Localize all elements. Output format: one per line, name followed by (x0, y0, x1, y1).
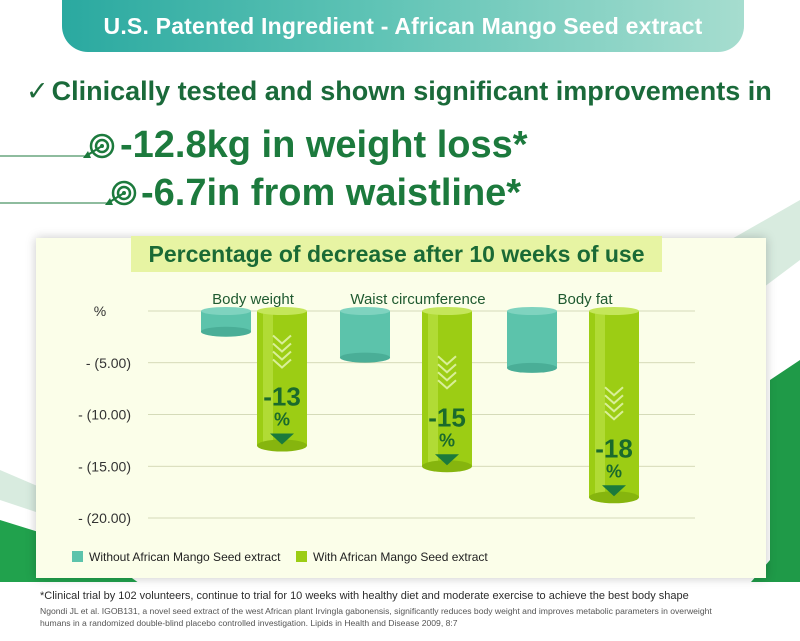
chevron-icon (272, 342, 292, 353)
bar-with-highlight (263, 311, 273, 446)
chart-panel (36, 238, 766, 578)
chevron-icon (272, 334, 292, 345)
chevron-icon (604, 394, 624, 405)
y-tick-label: - (20.00) (78, 510, 131, 526)
bar-without (340, 311, 390, 358)
arrow-down-icon (270, 433, 294, 445)
bar-with-base (257, 439, 307, 452)
chevron-icon (437, 363, 457, 374)
bar-without-top (340, 307, 390, 315)
bg-right-wave (700, 360, 800, 641)
bg-bottom-band (0, 582, 800, 641)
claim-weight-loss: -12.8kg in weight loss* (120, 124, 528, 166)
arrow-down-icon (435, 454, 459, 466)
target-icon (105, 180, 137, 206)
bar-without (201, 311, 251, 332)
data-label: -18 (595, 433, 633, 463)
data-label-unit: % (439, 430, 455, 450)
reference-citation: Ngondi JL et al. IGOB131, a novel seed e… (40, 606, 712, 628)
y-tick-label: - (10.00) (78, 407, 131, 423)
bar-with-top (422, 307, 472, 315)
data-label: -15 (428, 402, 466, 432)
y-tick-label: - (5.00) (86, 355, 131, 371)
chart-title: Percentage of decrease after 10 weeks of… (131, 236, 662, 272)
legend-label: With African Mango Seed extract (313, 550, 488, 564)
data-label: -13 (263, 382, 301, 412)
banner: U.S. Patented Ingredient - African Mango… (62, 0, 744, 52)
bar-with-top (257, 307, 307, 315)
category-label: Body weight (212, 291, 295, 308)
data-label-unit: % (606, 461, 622, 481)
chevron-icon (272, 358, 292, 369)
banner-title: U.S. Patented Ingredient - African Mango… (103, 12, 703, 39)
chevron-icon (437, 371, 457, 382)
chevron-icon (604, 402, 624, 413)
data-label-unit: % (274, 410, 290, 430)
y-tick-label: - (15.00) (78, 458, 131, 474)
bar-without-top (201, 307, 251, 315)
chevron-icon (437, 379, 457, 390)
chevron-icon (437, 355, 457, 366)
bar-without (507, 311, 557, 368)
chevron-icon (604, 386, 624, 397)
target-icon (83, 133, 115, 159)
headline: ✓ Clinically tested and shown significant… (26, 76, 786, 107)
bar-with-top (589, 307, 639, 315)
bar-without-base (201, 326, 251, 337)
legend-label: Without African Mango Seed extract (89, 550, 281, 564)
bar-with-highlight (428, 311, 438, 467)
bar-without-base (507, 362, 557, 373)
legend-swatch (72, 551, 83, 562)
legend-swatch (296, 551, 307, 562)
chevron-icon (604, 410, 624, 421)
claim-waistline: -6.7in from waistline* (141, 172, 522, 214)
category-label: Waist circumference (350, 291, 485, 308)
bar-without-top (507, 307, 557, 315)
y-tick-label: % (94, 303, 106, 319)
bar-with-base (589, 491, 639, 504)
bar-with-base (422, 460, 472, 473)
chevron-icon (272, 350, 292, 361)
category-label: Body fat (557, 291, 613, 308)
arrow-down-icon (602, 485, 626, 497)
check-icon: ✓ (26, 76, 49, 107)
bar-without-base (340, 352, 390, 363)
footnote: *Clinical trial by 102 volunteers, conti… (40, 590, 689, 602)
bar-with-highlight (595, 311, 605, 498)
headline-text: Clinically tested and shown significant … (51, 76, 772, 106)
